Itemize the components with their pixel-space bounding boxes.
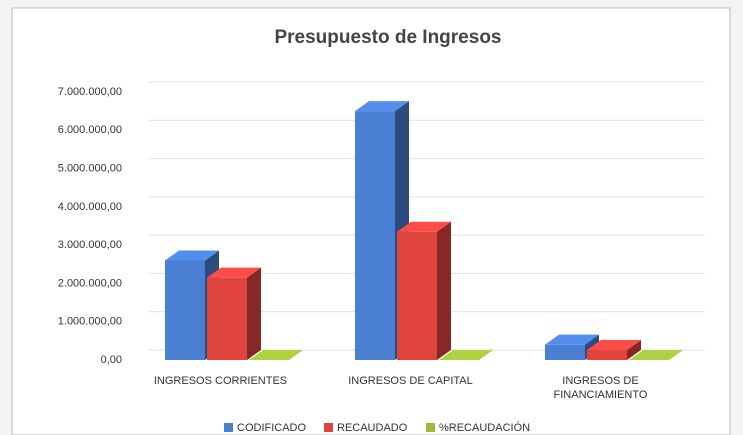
legend-label: RECAUDADO: [337, 422, 408, 434]
bar-side: [627, 340, 641, 360]
bar: [587, 350, 627, 360]
y-tick-label: 5.000.000,00: [58, 162, 122, 174]
legend-swatch: [324, 423, 333, 432]
legend-swatch: [426, 423, 435, 432]
bar-top: [439, 350, 493, 360]
y-tick-label: 2.000.000,00: [58, 277, 122, 289]
legend-label: CODIFICADO: [237, 422, 307, 434]
bar-top: [587, 340, 641, 351]
bar-top: [355, 101, 409, 112]
bar-top: [165, 250, 219, 261]
bar-top: [207, 267, 261, 278]
x-tick-label: INGRESOS CORRIENTES: [153, 375, 288, 387]
legend-label: %RECAUDACIÓN: [439, 421, 530, 434]
bar: [545, 344, 585, 360]
bar: [207, 277, 247, 360]
bar: [165, 260, 205, 360]
bar-top: [397, 221, 451, 232]
x-tick-label: INGRESOS DE CAPITAL: [348, 375, 473, 387]
bar: [355, 111, 395, 361]
bar-top: [629, 350, 683, 360]
bar-top: [545, 334, 599, 345]
y-tick-label: 7.000.000,00: [58, 86, 122, 98]
y-tick-label: 3.000.000,00: [58, 239, 122, 251]
y-tick-label: 0,00: [101, 354, 122, 366]
y-tick-label: 1.000.000,00: [58, 316, 122, 328]
bar-side: [437, 221, 451, 360]
x-tick-label: INGRESOS DE FINANCIAMIENTO: [553, 375, 648, 401]
bar: [397, 231, 437, 360]
bar-top: [249, 350, 303, 360]
chart-title: Presupuesto de Ingresos: [274, 27, 501, 48]
bar-side: [247, 267, 261, 360]
y-tick-label: 4.000.000,00: [58, 201, 122, 213]
y-tick-label: 6.000.000,00: [58, 124, 122, 136]
legend-swatch: [224, 423, 233, 432]
